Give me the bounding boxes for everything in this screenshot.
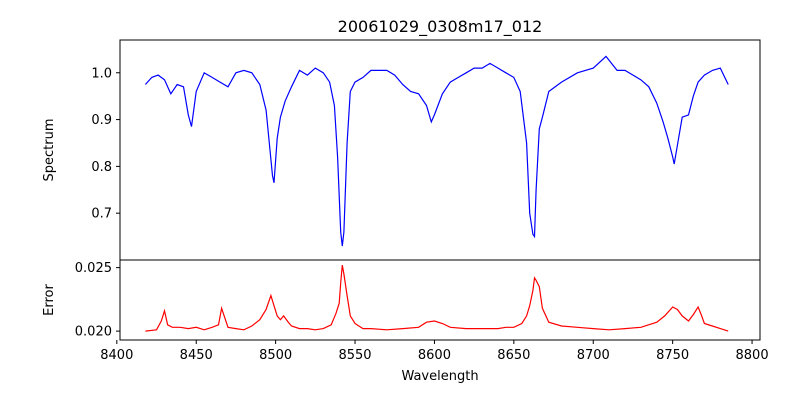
error-series-line	[145, 264, 729, 332]
x-tick-label: 8550	[338, 348, 371, 363]
x-tick-label: 8700	[577, 348, 610, 363]
x-axis-label: Wavelength	[401, 369, 478, 384]
error-y-ticks: 0.020 0.025	[75, 261, 120, 340]
spectrum-y-tick-label: 0.7	[91, 207, 112, 222]
x-tick-label: 8500	[259, 348, 292, 363]
x-tick-label: 8750	[656, 348, 689, 363]
error-y-axis-label: Error	[42, 284, 57, 316]
spectrum-y-tick-label: 1.0	[91, 66, 112, 81]
error-x-ticks: 8400 8450 8500 8550 8600 8650 8700 8750 8800	[100, 340, 769, 363]
error-axes-frame	[119, 259, 761, 341]
x-tick-label: 8400	[100, 348, 133, 363]
x-tick-label: 8800	[736, 348, 769, 363]
chart-title: 20061029_0308m17_012	[338, 17, 543, 37]
x-tick-label: 8650	[497, 348, 530, 363]
error-y-tick-label: 0.025	[75, 261, 112, 276]
error-y-tick-label: 0.020	[75, 325, 112, 340]
spectrum-series-line	[144, 55, 729, 247]
spectrum-y-tick-label: 0.9	[91, 113, 112, 128]
spectrum-y-axis-label: Spectrum	[42, 119, 57, 182]
x-tick-label: 8450	[180, 348, 213, 363]
spectrum-y-tick-label: 0.8	[91, 160, 112, 175]
spectrum-y-ticks: 0.7 0.8 0.9 1.0	[91, 66, 120, 222]
x-tick-label: 8600	[418, 348, 451, 363]
